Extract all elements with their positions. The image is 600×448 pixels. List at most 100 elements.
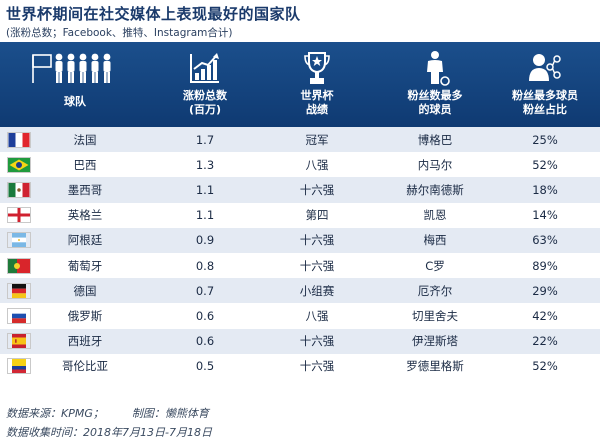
footer-credit: 制图：懒熊体育 (131, 407, 209, 420)
table-row: 巴西 1.3 八强 内马尔 52% (0, 152, 600, 178)
germany-flag-icon (7, 282, 31, 299)
header-label-result-line1: 世界杯 (300, 89, 334, 102)
header-label-team: 球队 (64, 95, 86, 108)
cell-result: 第四 (305, 208, 329, 223)
cell-player: 罗德里格斯 (406, 359, 464, 374)
cell-share: 89% (532, 258, 558, 273)
table-row: 阿根廷 0.9 十六强 梅西 63% (0, 227, 600, 253)
header-label-player: 粉丝数最多 的球员 (408, 89, 463, 117)
cell-team: 法国 (73, 132, 97, 147)
header-label-share-line1: 粉丝最多球员 (512, 89, 578, 102)
table-row: 德国 0.7 小组赛 厄齐尔 29% (0, 278, 600, 304)
cell-share: 52% (532, 157, 558, 172)
argentina-flag-icon (7, 232, 31, 249)
portugal-flag-icon (7, 257, 31, 274)
header-label-share: 粉丝最多球员 粉丝占比 (512, 89, 578, 117)
cell-team: 哥伦比亚 (62, 359, 108, 374)
header-col-player: 粉丝数最多 的球员 (380, 42, 490, 127)
cell-share: 63% (532, 233, 558, 248)
cell-team: 巴西 (73, 157, 97, 172)
header-col-result: 世界杯 战绩 (262, 42, 372, 127)
cell-share: 14% (532, 208, 558, 223)
cell-followers: 1.3 (195, 157, 215, 172)
table-header: 球队 涨粉总数 (百万) (0, 42, 600, 127)
cell-share: 29% (532, 283, 558, 298)
england-flag-icon (7, 207, 31, 224)
cell-player: 切里舍夫 (412, 308, 458, 323)
cell-player: 伊涅斯塔 (412, 334, 458, 349)
brazil-flag-icon (7, 156, 31, 173)
cell-team: 俄罗斯 (67, 308, 103, 323)
cell-result: 十六强 (299, 182, 335, 197)
russia-flag-icon (7, 307, 31, 324)
table-row: 哥伦比亚 0.5 十六强 罗德里格斯 52% (0, 353, 600, 379)
cell-result: 冠军 (305, 132, 329, 147)
page-subtitle: (涨粉总数；Facebook、推特、Instagram合计) (6, 27, 233, 39)
cell-result: 小组赛 (299, 283, 335, 298)
cell-followers: 0.8 (195, 258, 215, 273)
cell-share: 52% (532, 359, 558, 374)
cell-followers: 0.6 (195, 334, 215, 349)
cell-result: 十六强 (299, 233, 335, 248)
cell-followers: 0.9 (195, 233, 215, 248)
trophy-icon (302, 50, 332, 86)
cell-player: 内马尔 (417, 157, 453, 172)
spain-flag-icon (7, 333, 31, 350)
cell-team: 阿根廷 (67, 233, 103, 248)
cell-followers: 0.6 (195, 308, 215, 323)
cell-player: 赫尔南德斯 (406, 182, 464, 197)
header-label-followers: 涨粉总数 (百万) (183, 89, 227, 117)
cell-followers: 1.1 (195, 182, 215, 197)
footer-source: 数据来源：KPMG； (6, 407, 104, 420)
cell-player: 梅西 (423, 233, 447, 248)
cell-result: 八强 (305, 157, 329, 172)
cell-share: 25% (532, 132, 558, 147)
france-flag-icon (7, 131, 31, 148)
cell-result: 八强 (305, 308, 329, 323)
header-label-player-line1: 粉丝数最多 (407, 89, 463, 102)
cell-result: 十六强 (299, 334, 335, 349)
cell-followers: 0.5 (195, 359, 215, 374)
cell-result: 十六强 (299, 258, 335, 273)
cell-share: 22% (532, 334, 558, 349)
cell-followers: 0.7 (195, 283, 215, 298)
header-label-result: 世界杯 战绩 (301, 89, 334, 117)
cell-team: 墨西哥 (67, 182, 103, 197)
table-row: 墨西哥 1.1 十六强 赫尔南德斯 18% (0, 177, 600, 203)
cell-player: 厄齐尔 (417, 283, 453, 298)
colombia-flag-icon (7, 358, 31, 375)
header-col-followers: 涨粉总数 (百万) (150, 42, 260, 127)
header-label-player-line2: 的球员 (418, 103, 452, 116)
cell-team: 德国 (73, 283, 97, 298)
table-row: 葡萄牙 0.8 十六强 C罗 89% (0, 253, 600, 279)
header-label-result-line2: 战绩 (306, 103, 328, 116)
cell-share: 18% (532, 182, 558, 197)
player-icon (420, 50, 450, 86)
team-players-icon (29, 50, 121, 86)
cell-team: 英格兰 (67, 208, 103, 223)
footer-source-line: 数据来源：KPMG； 制图：懒熊体育 (6, 405, 209, 421)
table-row: 法国 1.7 冠军 博格巴 25% (0, 127, 600, 153)
header-col-share: 粉丝最多球员 粉丝占比 (490, 42, 600, 127)
cell-player: 凯恩 (423, 208, 447, 223)
cell-player: 博格巴 (417, 132, 453, 147)
table-row: 俄罗斯 0.6 八强 切里舍夫 42% (0, 303, 600, 329)
user-share-icon (527, 50, 563, 86)
header-label-share-line2: 粉丝占比 (523, 103, 567, 116)
page-title: 世界杯期间在社交媒体上表现最好的国家队 (6, 5, 301, 23)
cell-followers: 1.1 (195, 208, 215, 223)
header-label-followers-line1: 涨粉总数 (183, 89, 227, 102)
table-row: 英格兰 1.1 第四 凯恩 14% (0, 202, 600, 228)
mexico-flag-icon (7, 181, 31, 198)
cell-share: 42% (532, 308, 558, 323)
cell-result: 十六强 (299, 359, 335, 374)
growth-chart-icon (188, 50, 222, 86)
header-col-team: 球队 (20, 42, 130, 127)
cell-team: 西班牙 (67, 334, 103, 349)
footer-period: 数据收集时间：2018年7月13日-7月18日 (6, 426, 212, 439)
cell-team: 葡萄牙 (67, 258, 103, 273)
table-row: 西班牙 0.6 十六强 伊涅斯塔 22% (0, 328, 600, 354)
cell-player: C罗 (425, 258, 445, 273)
header-label-followers-line2: (百万) (188, 103, 222, 116)
cell-followers: 1.7 (195, 132, 215, 147)
